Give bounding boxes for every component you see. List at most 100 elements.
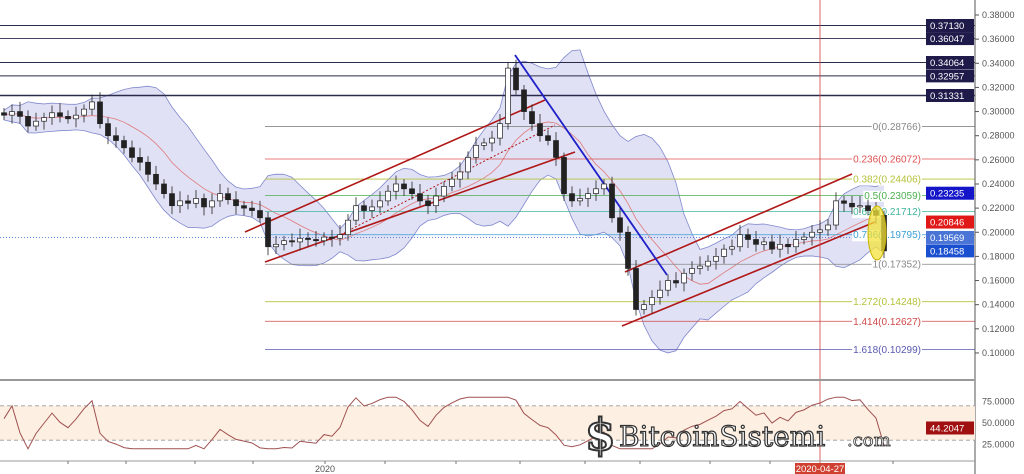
candle [25, 116, 31, 127]
candle [249, 207, 255, 211]
price-tick-label: 0.16000 [982, 276, 1015, 286]
price-badge-label: 0.19569 [930, 233, 964, 244]
price-tick-label: 0.32000 [982, 82, 1015, 92]
level-badge-label: 0.31331 [930, 91, 964, 102]
fib-level-label: 1.618(0.10299) [853, 345, 921, 356]
candle [369, 206, 375, 211]
candle [521, 89, 527, 112]
price-tick-label: 0.34000 [982, 58, 1015, 68]
candle [185, 200, 191, 204]
candle [105, 123, 111, 137]
candle [345, 219, 351, 236]
time-label: 2020 [315, 464, 335, 474]
candle [305, 237, 311, 240]
candle [681, 272, 687, 284]
candle [377, 200, 383, 208]
price-tick-label: 0.38000 [982, 10, 1015, 20]
bollinger-upper [3, 49, 885, 250]
candle [129, 147, 135, 158]
candle [1, 112, 7, 116]
candle [641, 304, 647, 310]
fib-label-bg [871, 121, 922, 133]
candle [577, 198, 583, 202]
rsi-line [3, 396, 885, 450]
candle [753, 239, 759, 245]
candle [417, 193, 423, 202]
candle [537, 123, 543, 137]
candle [841, 200, 847, 204]
price-tick-label: 0.24000 [982, 179, 1015, 189]
candle [689, 268, 695, 274]
candle [761, 241, 767, 245]
channel-1-lower[interactable] [264, 151, 576, 263]
candle [713, 256, 719, 262]
candle [145, 161, 151, 175]
candle [65, 116, 71, 120]
price-badge [926, 230, 974, 244]
level-badge [926, 56, 974, 70]
candle [281, 240, 287, 245]
rsi-tick-label: 50.0000 [982, 418, 1015, 428]
rsi-tick-label: 25.0000 [982, 440, 1015, 450]
highlight-ellipse[interactable] [867, 205, 887, 261]
candle [9, 111, 15, 116]
candle [329, 236, 335, 239]
candle [593, 188, 599, 194]
price-tick-label: 0.10000 [982, 348, 1015, 358]
candle [633, 268, 639, 310]
fib-label-bg [852, 207, 922, 219]
candle [297, 237, 303, 243]
candle [793, 239, 799, 248]
candle [81, 108, 87, 116]
candle [385, 190, 391, 202]
candle [769, 241, 775, 250]
candle [801, 236, 807, 240]
fib-level-label: 1(0.17352) [873, 260, 921, 271]
candle [409, 188, 415, 194]
fib-level-label: 0(0.28766) [873, 122, 921, 133]
candle [257, 210, 263, 219]
candle [433, 195, 439, 207]
price-badge [926, 215, 974, 229]
candle [697, 265, 703, 269]
candle [569, 193, 575, 202]
fib-level-label: 0.786(0.19795) [853, 230, 921, 241]
channel-1-upper[interactable] [244, 99, 546, 233]
candle [161, 183, 167, 194]
candle [361, 205, 367, 211]
downtrend-line[interactable] [514, 54, 668, 276]
fib-level-label: 1.272(0.14248) [853, 297, 921, 308]
candle [529, 111, 535, 124]
fib-label-bg [863, 190, 922, 202]
candle [561, 157, 567, 194]
candle [489, 137, 495, 144]
candle [33, 120, 39, 127]
channel-2-lower[interactable] [621, 221, 876, 327]
price-tick-label: 0.22000 [982, 203, 1015, 213]
price-tick-label: 0.12000 [982, 324, 1015, 334]
level-badge [926, 88, 974, 102]
fib-label-bg [852, 344, 922, 356]
candle [225, 193, 231, 201]
candle [153, 173, 159, 185]
level-badge [926, 19, 974, 33]
level-badge-label: 0.36047 [930, 34, 964, 45]
candle [721, 248, 727, 257]
candle [625, 231, 631, 269]
candle [665, 280, 671, 291]
price-tick-label: 0.26000 [982, 155, 1015, 165]
candle [113, 135, 119, 141]
candle [449, 178, 455, 187]
level-badge-label: 0.32957 [930, 71, 964, 82]
candle [169, 193, 175, 207]
candle [265, 217, 271, 248]
candle [241, 205, 247, 209]
candle [737, 234, 743, 248]
rsi-badge-label: 44.2047 [930, 423, 964, 434]
svg-text:BitcoinSistemi: BitcoinSistemi [619, 420, 825, 453]
price-axis-bg [975, 0, 1024, 474]
fib-label-bg [852, 316, 922, 328]
fib-label-bg [871, 259, 922, 271]
channel-2-upper[interactable] [624, 173, 853, 273]
